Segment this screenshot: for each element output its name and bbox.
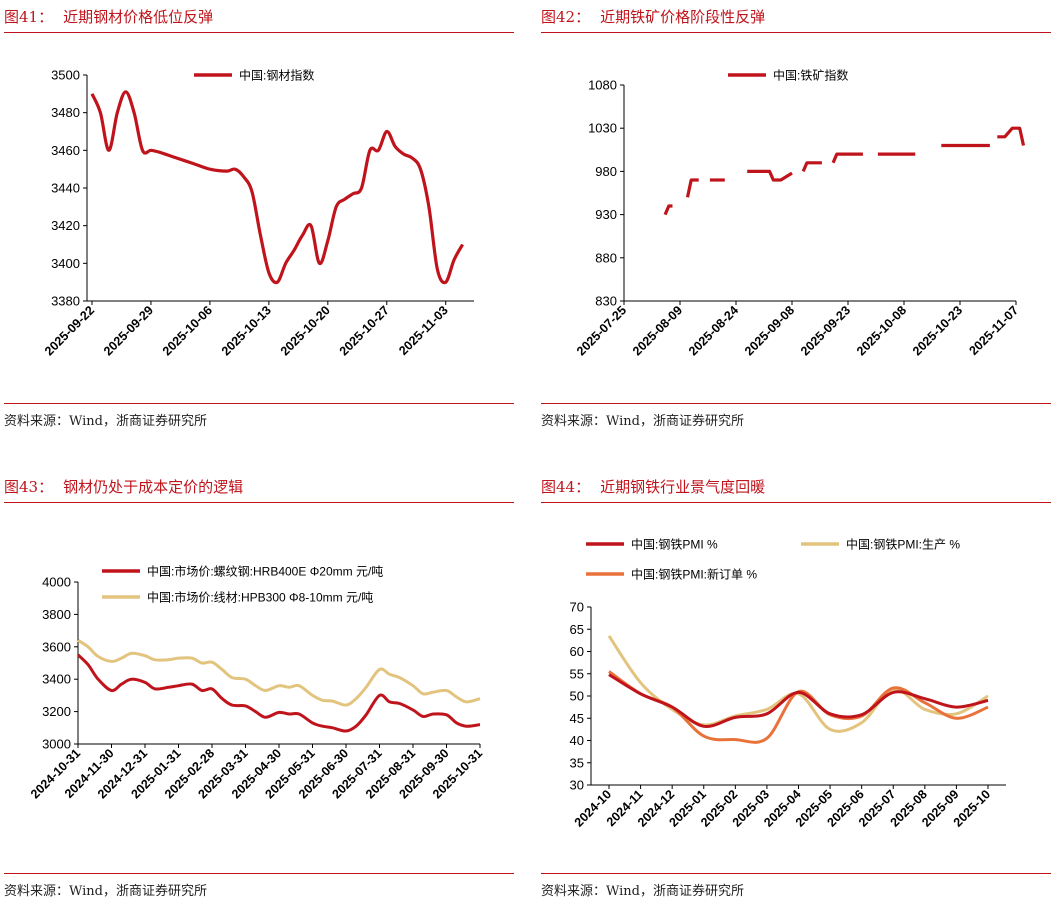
y-tick-label: 60	[570, 644, 584, 659]
legend-rebar-label: 中国:市场价:螺纹钢:HRB400E Φ20mm 元/吨	[147, 564, 383, 579]
series-line-rebar	[76, 653, 481, 733]
source-rule	[541, 403, 1051, 404]
legend-pmi-production-label: 中国:钢铁PMI:生产 %	[846, 537, 960, 552]
x-tick-label: 2025-09-29	[101, 303, 156, 358]
y-tick-label: 1030	[588, 121, 617, 136]
series-line-wire-rod	[77, 639, 481, 707]
source-note: 资料来源：Wind，浙商证券研究所	[4, 884, 207, 899]
y-tick-label: 3440	[51, 181, 80, 196]
x-tick-label: 2025-09-08	[742, 303, 797, 358]
rebar-wire-price-chart: 3000320034003600380040002024-10-312024-1…	[28, 564, 485, 802]
y-tick-label: 3400	[42, 672, 71, 687]
chart-panel-rebar-wire-price: 图43： 钢材仍处于成本定价的逻辑 3000 3200 3400 3600 3800 400…	[4, 470, 514, 911]
y-tick-label: 3460	[51, 143, 80, 158]
y-tick-label: 3600	[42, 639, 71, 654]
x-tick-label: 2025-10-27	[337, 303, 392, 358]
series-line-steel-index	[90, 90, 464, 285]
y-tick-label: 3480	[51, 105, 80, 120]
source-rule	[541, 873, 1051, 874]
x-tick-label: 2025-10-06	[160, 303, 215, 358]
x-tick-label: 2025-10-20	[278, 303, 333, 358]
series-segment-iron-ore	[801, 161, 822, 173]
source-note: 资料来源：Wind，浙商证券研究所	[541, 414, 744, 429]
series-segment-iron-ore	[747, 169, 793, 182]
legend-wire-rod-label: 中国:市场价:线材:HPB300 Φ8-10mm 元/吨	[147, 590, 373, 605]
y-tick-label: 30	[570, 778, 584, 793]
y-tick-label: 50	[570, 689, 584, 704]
source-rule	[4, 403, 514, 404]
y-tick-label: 3400	[51, 256, 80, 271]
x-tick-label: 2025-11-07	[966, 303, 1021, 358]
chart-panel-iron-ore-index: 图42： 近期铁矿价格阶段性反弹 830 880 930 980 1030 1080 2025…	[541, 0, 1051, 440]
y-tick-label: 55	[570, 666, 584, 681]
y-tick-label: 3200	[42, 704, 71, 719]
x-tick-label: 2025-09-22	[42, 303, 97, 358]
y-tick-label: 3000	[42, 737, 71, 752]
legend-iron-ore-label: 中国:铁矿指数	[773, 68, 848, 83]
steel-pmi-chart: 3035404550556065702024-102024-112024-122…	[570, 537, 1006, 830]
y-tick-label: 1080	[588, 78, 617, 93]
figure-title: 图42： 近期铁矿价格阶段性反弹	[541, 8, 766, 26]
x-tick-label: 2025-10-13	[219, 303, 274, 358]
y-tick-label: 45	[570, 711, 584, 726]
x-tick-label: 2025-09-23	[798, 303, 853, 358]
y-tick-label: 4000	[42, 575, 71, 590]
title-rule	[4, 502, 514, 503]
x-tick-label: 2025-07-25	[574, 303, 629, 358]
source-rule	[4, 873, 514, 874]
x-tick-label: 2025-11-03	[396, 303, 451, 358]
series-line-pmi-new-orders	[608, 670, 989, 744]
figure-title: 图41： 近期钢材价格低位反弹	[4, 8, 214, 26]
title-rule	[541, 32, 1051, 33]
chart-panel-steel-pmi: 图44： 近期钢铁行业景气度回暖 30 35 40 45 50 55 60 65 70 2024-1…	[541, 470, 1051, 911]
series-segment-iron-ore	[831, 152, 863, 164]
y-tick-label: 3420	[51, 218, 80, 233]
title-rule	[4, 32, 514, 33]
y-tick-label: 70	[570, 600, 584, 615]
y-tick-label: 40	[570, 733, 584, 748]
y-tick-label: 830	[595, 294, 617, 309]
chart-panel-steel-index: 图41： 近期钢材价格低位反弹 3380 3400 3420 3440 3460 3480 3…	[4, 0, 514, 440]
y-tick-label: 3800	[42, 607, 71, 622]
y-tick-label: 980	[595, 164, 617, 179]
y-tick-label: 930	[595, 207, 617, 222]
source-note: 资料来源：Wind，浙商证券研究所	[4, 414, 207, 429]
figure-title: 图44： 近期钢铁行业景气度回暖	[541, 478, 766, 496]
source-note: 资料来源：Wind，浙商证券研究所	[541, 884, 744, 899]
y-tick-label: 3380	[51, 294, 80, 309]
x-tick-label: 2025-08-09	[630, 303, 685, 358]
series-segment-iron-ore	[685, 178, 699, 198]
title-rule	[541, 502, 1051, 503]
series-line-pmi	[608, 673, 989, 728]
y-tick-label: 3500	[51, 68, 80, 83]
x-tick-label: 2025-10-23	[910, 303, 965, 358]
x-tick-label: 2025-08-24	[686, 303, 741, 358]
y-tick-label: 65	[570, 622, 584, 637]
iron-ore-index-chart: 830 880 930 980 1030 1080 2025-07-25 2025-08-09…	[574, 68, 1026, 358]
series-line-pmi-production	[607, 635, 989, 733]
series-segment-iron-ore	[663, 204, 673, 216]
figure-title: 图43： 钢材仍处于成本定价的逻辑	[4, 478, 244, 496]
series-segment-iron-ore	[997, 126, 1026, 146]
y-tick-label: 35	[570, 755, 584, 770]
y-tick-label: 880	[595, 250, 617, 265]
legend-pmi-new-orders-label: 中国:钢铁PMI:新订单 %	[631, 567, 757, 582]
legend-pmi-label: 中国:钢铁PMI %	[631, 537, 718, 552]
x-tick-label: 2025-10-08	[854, 303, 909, 358]
legend-steel-index-label: 中国:钢材指数	[239, 68, 314, 83]
